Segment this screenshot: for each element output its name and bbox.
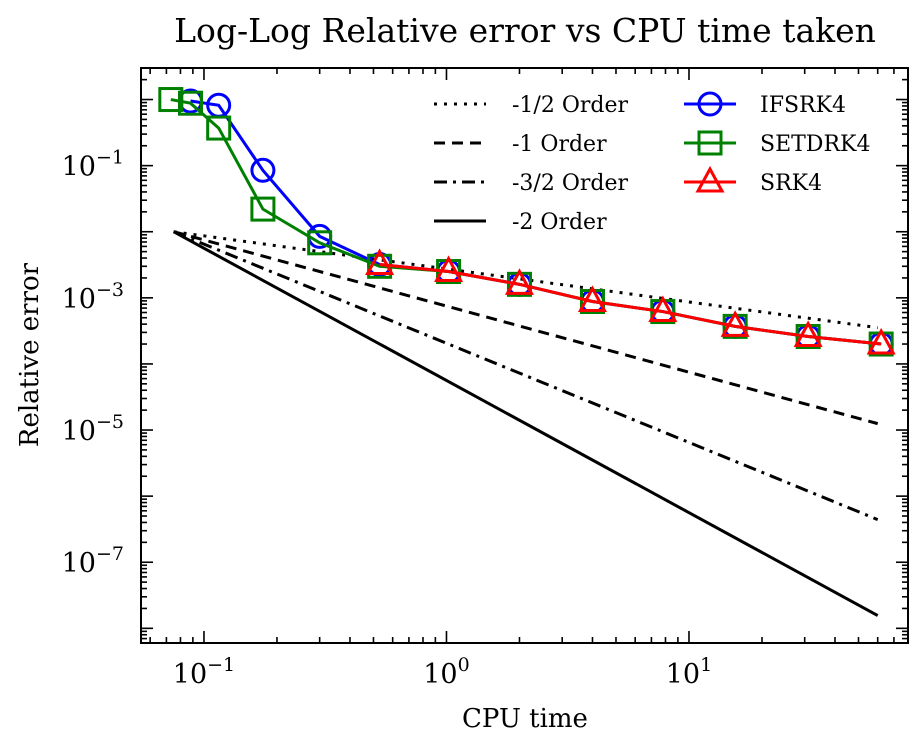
data-point (697, 91, 723, 117)
data-point (206, 115, 232, 141)
data-point (648, 295, 678, 323)
legend-label: SETDRK4 (760, 132, 870, 157)
data-point (434, 255, 464, 283)
y-axis-label: Relative error (15, 262, 45, 447)
data-point (250, 196, 276, 222)
data-point (577, 285, 608, 313)
reference-line (172, 230, 879, 617)
tick-label: 100 (423, 654, 469, 690)
series-line (379, 262, 882, 346)
data-point (307, 230, 333, 256)
legend-label: -2 Order (512, 210, 607, 235)
data-point (178, 90, 204, 116)
tick-label: 10−5 (62, 411, 124, 447)
tick-label: 10−1 (173, 654, 235, 690)
data-point (250, 157, 276, 183)
reference-line (173, 230, 878, 330)
data-point (866, 327, 896, 355)
legend-label: -3/2 Order (512, 171, 628, 196)
legend-label: -1/2 Order (512, 93, 628, 118)
legend-label: SRK4 (760, 171, 822, 196)
legend-label: IFSRK4 (760, 93, 846, 118)
reference-line (173, 230, 879, 426)
axis-ticks: 10−1 100 101 10−1 10−3 10−5 10−7 (62, 67, 909, 690)
legend-label: -1 Order (512, 132, 607, 157)
data-point (697, 130, 723, 156)
data-point (695, 165, 725, 193)
legend: -1/2 Order -1 Order -3/2 Order -2 Order IFSR… (434, 91, 870, 235)
plot-area (158, 87, 896, 617)
x-axis-label: CPU time (462, 704, 588, 734)
tick-label: 10−3 (62, 279, 124, 315)
data-point (158, 87, 184, 113)
tick-label: 10−7 (62, 543, 124, 579)
data-point (720, 310, 750, 337)
data-point (365, 248, 395, 275)
plot-frame (140, 67, 909, 644)
data-point (504, 268, 535, 295)
tick-label: 101 (666, 654, 712, 690)
tick-label: 10−1 (62, 147, 124, 183)
chart-title: Log-Log Relative error vs CPU time taken (174, 11, 876, 50)
data-point (793, 320, 823, 348)
